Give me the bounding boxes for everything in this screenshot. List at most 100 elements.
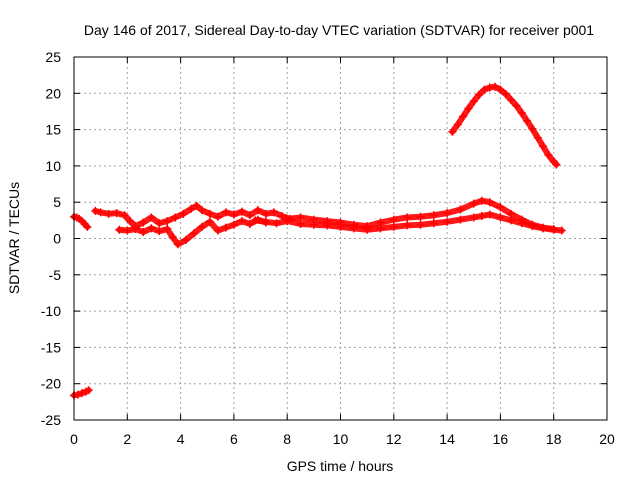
data-point <box>539 223 548 232</box>
data-point <box>459 112 468 121</box>
data-point <box>376 218 385 227</box>
y-tick-label: 15 <box>45 122 61 138</box>
data-point <box>221 208 230 217</box>
data-point <box>528 220 537 229</box>
y-tick-label: 10 <box>45 158 61 174</box>
data-point <box>552 160 561 169</box>
data-point <box>533 133 542 142</box>
tick-label-layer: 0 2 4 6 8 10 12 14 16 18 20 -25 -20 -15 -10 -5 0 5 10 15 20 2… <box>41 49 615 447</box>
data-point <box>123 226 132 235</box>
data-point <box>544 151 553 160</box>
data-point <box>296 213 305 222</box>
data-point <box>539 142 548 151</box>
data-point <box>115 225 124 234</box>
series-arc-6 <box>283 196 558 234</box>
series-arc-7 <box>448 82 561 169</box>
data-point <box>213 212 222 221</box>
data-point <box>523 116 532 125</box>
x-tick-label: 6 <box>230 431 238 447</box>
data-point <box>507 95 516 104</box>
y-tick-label: 0 <box>53 231 61 247</box>
data-point <box>363 222 372 231</box>
data-point <box>336 218 345 227</box>
data-point <box>163 225 172 234</box>
data-point <box>187 204 196 213</box>
data-point <box>205 217 214 226</box>
data-point <box>456 205 465 214</box>
data-point <box>251 216 260 225</box>
data-point <box>485 210 494 219</box>
data-point <box>480 85 489 94</box>
data-point <box>171 213 180 222</box>
data-point <box>237 217 246 226</box>
x-tick-label: 16 <box>493 431 509 447</box>
x-tick-label: 18 <box>546 431 562 447</box>
data-point <box>277 211 286 220</box>
data-point <box>269 208 278 217</box>
data-point <box>491 82 500 91</box>
data-point <box>120 211 129 220</box>
data-point <box>155 219 164 228</box>
data-point <box>147 213 156 222</box>
data-point <box>253 206 262 215</box>
data-point <box>245 219 254 228</box>
data-point <box>456 215 465 224</box>
data-point <box>96 208 105 217</box>
data-point <box>477 196 486 205</box>
x-tick-label: 8 <box>283 431 291 447</box>
data-point <box>189 229 198 238</box>
data-point <box>139 227 148 236</box>
data-point <box>557 226 566 235</box>
data-point <box>403 213 412 222</box>
data-point <box>181 235 190 244</box>
y-tick-label: -20 <box>41 376 61 392</box>
data-point <box>309 215 318 224</box>
data-point <box>221 223 230 232</box>
data-point <box>155 227 164 236</box>
data-point <box>168 233 177 242</box>
data-point <box>104 209 113 218</box>
x-tick-label: 4 <box>177 431 185 447</box>
data-point <box>192 201 201 210</box>
data-point <box>77 389 86 398</box>
data-point <box>429 211 438 220</box>
data-point <box>477 211 486 220</box>
data-point <box>389 222 398 231</box>
data-point <box>261 209 270 218</box>
data-point <box>389 215 398 224</box>
data-point <box>272 219 281 228</box>
data-point <box>496 203 505 212</box>
data-point <box>173 240 182 249</box>
x-axis-label: GPS time / hours <box>287 458 394 474</box>
data-point <box>229 210 238 219</box>
x-tick-label: 10 <box>333 431 349 447</box>
data-point <box>245 211 254 220</box>
y-tick-label: -10 <box>41 303 61 319</box>
data-point <box>517 108 526 117</box>
data-point <box>73 390 82 399</box>
data-point <box>403 221 412 230</box>
data-point <box>528 124 537 133</box>
data-point <box>139 218 148 227</box>
data-point <box>429 219 438 228</box>
data-point <box>416 220 425 229</box>
data-layer <box>70 82 566 400</box>
data-point <box>283 214 292 223</box>
data-point <box>469 97 478 106</box>
data-point <box>512 101 521 110</box>
data-point <box>501 90 510 99</box>
data-point <box>179 209 188 218</box>
data-point <box>229 220 238 229</box>
data-point <box>496 85 505 94</box>
x-tick-label: 0 <box>70 431 78 447</box>
tick-layer <box>73 56 608 421</box>
data-point <box>83 222 92 231</box>
data-point <box>125 217 134 226</box>
data-point <box>213 226 222 235</box>
data-point <box>163 217 172 226</box>
series-arc-4 <box>115 215 270 249</box>
y-tick-label: -25 <box>41 412 61 428</box>
data-point <box>416 212 425 221</box>
series-arc-3 <box>91 201 294 231</box>
x-tick-label: 12 <box>386 431 402 447</box>
